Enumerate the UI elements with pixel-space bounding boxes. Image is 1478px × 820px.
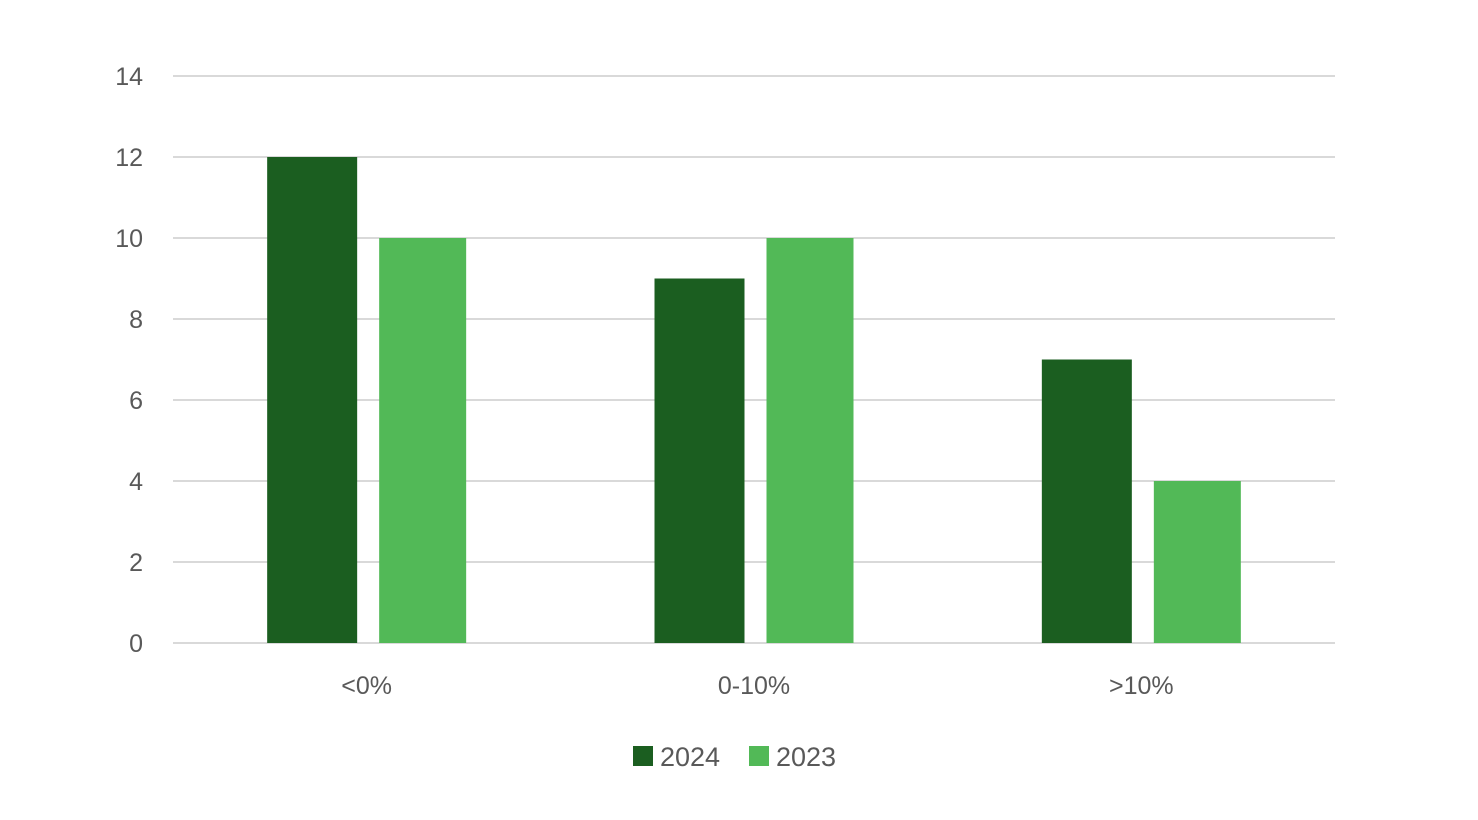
legend-label-2023: 2023 (776, 742, 836, 772)
y-tick-label: 8 (129, 306, 143, 334)
x-axis-ticks: <0% 0-10% >10% (341, 672, 1173, 700)
bar-2023-0 (379, 238, 467, 643)
bar-2023-1 (766, 238, 854, 643)
y-tick-label: 14 (115, 63, 143, 91)
x-tick-label: 0-10% (718, 672, 790, 700)
bar-2024-2 (1041, 359, 1132, 643)
y-tick-label: 6 (129, 387, 143, 415)
bar-2024-0 (267, 157, 358, 643)
bar-2023-2 (1153, 481, 1241, 643)
x-tick-label: >10% (1109, 672, 1174, 700)
y-tick-label: 10 (115, 225, 143, 253)
legend-swatch-2023 (749, 746, 769, 766)
y-tick-label: 12 (115, 144, 143, 172)
x-tick-label: <0% (341, 672, 392, 700)
y-axis-ticks: 0 2 4 6 8 10 12 14 (115, 63, 143, 658)
legend-swatch-2024 (633, 746, 653, 766)
y-tick-label: 4 (129, 468, 143, 496)
y-tick-label: 2 (129, 549, 143, 577)
bars (267, 157, 1241, 643)
legend-label-2024: 2024 (660, 742, 720, 772)
y-tick-label: 0 (129, 630, 143, 658)
legend: 2024 2023 (633, 742, 836, 772)
bar-2024-1 (654, 278, 745, 643)
gridlines (173, 75, 1335, 644)
